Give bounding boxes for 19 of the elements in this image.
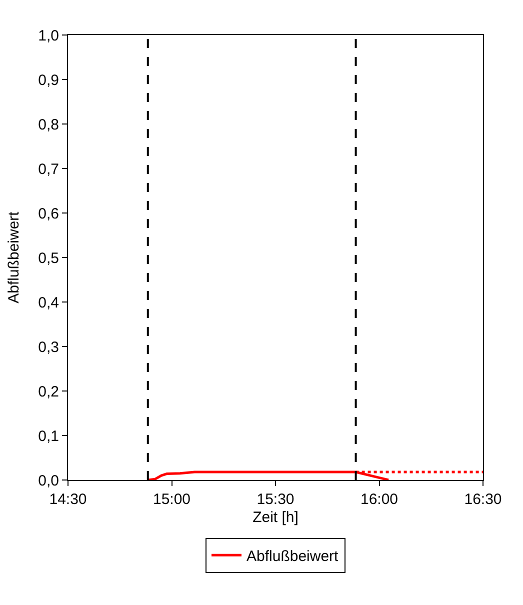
y-tick-label: 0,9: [38, 72, 59, 89]
y-tick-label: 0,8: [38, 116, 59, 134]
x-tick-label: 14:30: [49, 491, 87, 508]
y-tick-label: 0,1: [38, 428, 59, 445]
y-tick-label: 0,2: [38, 383, 59, 400]
y-tick-label: 0,4: [38, 294, 59, 312]
y-tick-label: 0,7: [38, 160, 59, 178]
y-tick-label: 1,0: [38, 27, 59, 44]
x-tick-label: 15:00: [152, 491, 191, 508]
x-tick-label: 16:30: [464, 491, 502, 508]
y-tick-label: 0,6: [38, 205, 59, 222]
x-tick-label: 16:00: [360, 491, 398, 508]
y-tick-label: 0,0: [38, 472, 59, 490]
y-tick-label: 0,3: [38, 338, 59, 356]
y-tick-label: 0,5: [38, 250, 59, 267]
x-tick-label: 15:30: [256, 491, 294, 508]
x-axis-title: Zeit [h]: [252, 509, 298, 526]
y-axis-title: Abflußbeiwert: [5, 210, 22, 304]
legend-label: Abflußbeiwert: [246, 548, 340, 565]
